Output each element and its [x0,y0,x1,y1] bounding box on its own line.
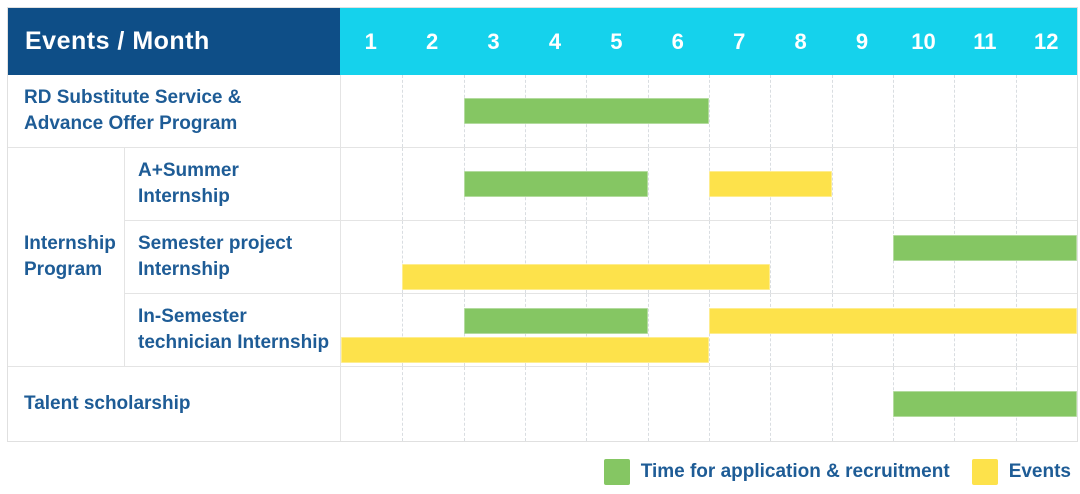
yellow-bar-months-7-8 [709,171,832,197]
chart-row-semester-project-internship [340,221,1077,294]
label-line: Semester project [138,233,293,254]
month-header-3: 3 [487,28,500,54]
month-gridline [402,294,404,366]
month-gridline [831,221,833,293]
month-header-8: 8 [794,28,807,54]
green-swatch-icon [603,459,630,485]
month-gridline [525,221,526,293]
gantt-table: Events / Month 1 2 3 4 5 6 7 8 9 10 11 12 RD Substi… [7,7,1078,442]
events-month-title: Events / Month [25,27,210,55]
month-gridline [647,367,649,441]
events-month-header-cell: Events / Month [8,8,340,75]
chart-row-in-semester-technician-internship [340,294,1077,367]
month-gridline [647,294,649,366]
month-gridline [402,367,404,441]
month-gridline [586,367,588,441]
month-gridline [893,148,894,220]
month-gridline [831,148,833,220]
month-gridline [954,75,956,147]
label-line: Talent scholarship [24,393,191,414]
month-header-5: 5 [610,28,623,54]
month-header-10: 10 [911,28,936,54]
month-gridline [1015,75,1017,147]
month-gridline [709,367,710,441]
month-gridline [463,367,465,441]
green-bar-months-3-5 [463,308,648,334]
month-gridline [709,221,710,293]
label-line: Internship [24,233,116,254]
month-header-6: 6 [671,28,684,54]
month-gridline [463,221,465,293]
label-line: Internship [138,186,230,207]
yellow-bar-months-1-6 [341,337,709,363]
label-line: Advance Offer Program [24,113,238,134]
label-line: Internship [138,259,230,280]
green-bar-months-3-5 [463,171,648,197]
label-line: Program [24,259,103,280]
month-header-strip: 1 2 3 4 5 6 7 8 9 10 11 12 [340,8,1077,75]
month-gridline [647,221,649,293]
month-gridline [770,221,772,293]
row-label-talent-scholarship: Talent scholarship [8,367,340,441]
month-header-9: 9 [855,28,869,54]
legend-item-application-recruitment: Time for application & recruitment [603,459,950,485]
chart-row-talent-scholarship [340,367,1077,441]
yellow-swatch-icon [971,459,998,485]
month-gridline [770,75,772,147]
month-gridline [831,367,833,441]
month-gridline [709,75,710,147]
legend-item-events: Events [971,459,1071,485]
month-gridline [402,148,404,220]
month-gridline [586,221,588,293]
label-line: technician Internship [138,332,330,353]
label-line: A+Summer [138,160,239,181]
green-bar-months-3-6 [463,98,709,124]
month-gridline [402,221,404,293]
month-gridline [831,75,833,147]
green-bar-months-10-12 [893,391,1077,417]
row-label-a-plus-summer-internship: A+Summer Internship [124,148,340,221]
month-gridline [770,367,772,441]
month-header-2: 2 [425,28,439,54]
month-gridline [525,367,526,441]
month-gridline [1015,148,1017,220]
label-line: RD Substitute Service & [24,87,242,108]
legend-label: Events [1008,461,1071,482]
row-label-rd-substitute: RD Substitute Service & Advance Offer Pro… [8,75,340,148]
month-header-7: 7 [733,28,746,54]
row-label-in-semester-technician-internship: In-Semester technician Internship [124,294,340,367]
month-header-12: 12 [1034,28,1059,54]
month-gridline [954,148,956,220]
yellow-bar-months-2-7 [402,264,771,290]
green-bar-months-10-12 [893,235,1077,261]
label-line: In-Semester [138,306,247,327]
month-gridline [893,75,894,147]
month-header-4: 4 [548,28,562,54]
legend: Time for application & recruitment Event… [603,459,1071,485]
month-header-1: 1 [364,28,377,54]
row-label-semester-project-internship: Semester project Internship [124,221,340,294]
month-gridline [647,148,649,220]
row-group-label-internship-program: Internship Program [8,148,124,367]
chart-row-rd-substitute [340,75,1077,148]
month-header-11: 11 [973,28,997,54]
month-gridline [402,75,404,147]
yellow-bar-months-7-12 [709,308,1077,334]
chart-row-a-plus-summer-internship [340,148,1077,221]
legend-label: Time for application & recruitment [640,461,950,482]
